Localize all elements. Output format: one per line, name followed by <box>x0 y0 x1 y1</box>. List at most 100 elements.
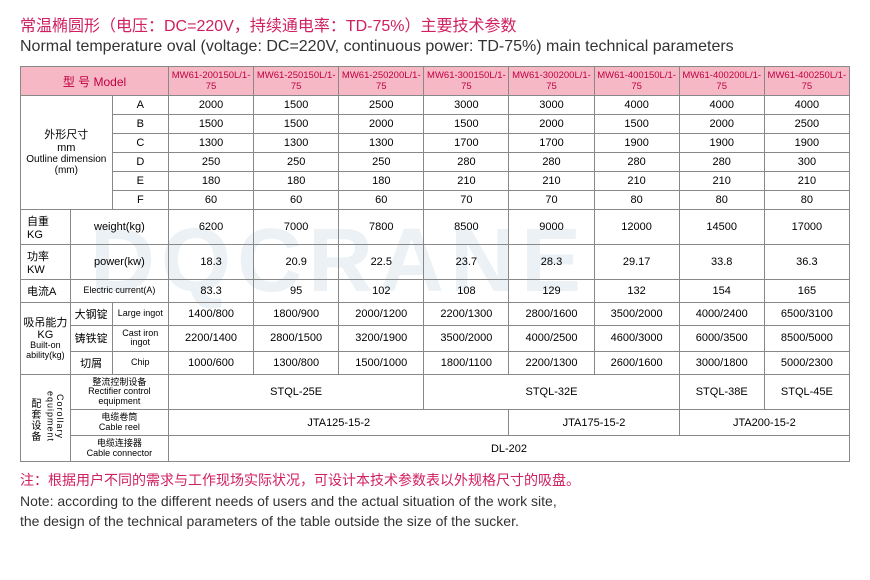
conn-label: 电缆连接器 Cable connector <box>70 436 168 462</box>
aux-cn: 配套设备 <box>27 398 42 442</box>
cell: 1300 <box>169 134 254 153</box>
cell: 1800/1100 <box>424 351 509 374</box>
ingot-cn: 大钢锭 <box>70 303 112 326</box>
cell: 1500/1000 <box>339 351 424 374</box>
cell: 3500/2000 <box>594 303 679 326</box>
dim-B: B <box>112 115 168 134</box>
ability-cn: 吸吊能力 <box>23 317 68 329</box>
rect-d: STQL-45E <box>764 374 849 409</box>
cell: 7000 <box>254 210 339 245</box>
cast-cn: 铸铁锭 <box>70 326 112 352</box>
rect-b: STQL-32E <box>424 374 679 409</box>
cast-en: Cast iron ingot <box>112 326 168 352</box>
cell: 250 <box>339 153 424 172</box>
cell: 2500 <box>764 115 849 134</box>
cell: 2000 <box>169 96 254 115</box>
cell: 6000/3500 <box>679 326 764 352</box>
cell: 2800/1500 <box>254 326 339 352</box>
cell: 2000 <box>339 115 424 134</box>
cell: 1300 <box>339 134 424 153</box>
cell: 95 <box>254 280 339 303</box>
cell: 3000/1800 <box>679 351 764 374</box>
cell: 28.3 <box>509 245 594 280</box>
cell: 180 <box>169 172 254 191</box>
dim-unit: mm <box>23 142 110 154</box>
cell: 9000 <box>509 210 594 245</box>
cell: 210 <box>594 172 679 191</box>
cell: 165 <box>764 280 849 303</box>
cell: 8500/5000 <box>764 326 849 352</box>
rect-label: 整流控制设备 Rectifier control equipment <box>70 374 168 409</box>
cell: 2000 <box>679 115 764 134</box>
cell: 2200/1300 <box>509 351 594 374</box>
dim-C: C <box>112 134 168 153</box>
cell: 1500 <box>424 115 509 134</box>
cell: 129 <box>509 280 594 303</box>
cell: 250 <box>254 153 339 172</box>
cell: 280 <box>509 153 594 172</box>
cell: 3500/2000 <box>424 326 509 352</box>
reel-c: JTA200-15-2 <box>679 410 849 436</box>
model-1: MW61-250150L/1-75 <box>254 67 339 96</box>
note-cn: 注：根据用户不同的需求与工作现场实际状况，可设计本技术参数表以外规格尺寸的吸盘。 <box>20 470 850 490</box>
rect-en: Rectifier control equipment <box>73 387 166 406</box>
cell: 7800 <box>339 210 424 245</box>
ingot-en: Large ingot <box>112 303 168 326</box>
cell: 300 <box>764 153 849 172</box>
cell: 1800/900 <box>254 303 339 326</box>
cell: 80 <box>679 191 764 210</box>
cell: 33.8 <box>679 245 764 280</box>
cell: 4600/3000 <box>594 326 679 352</box>
cell: 3000 <box>424 96 509 115</box>
cell: 280 <box>594 153 679 172</box>
cell: 70 <box>509 191 594 210</box>
aux-label: 配套设备 Corollary equipment <box>21 374 71 461</box>
cell: 4000 <box>764 96 849 115</box>
cell: 6500/3100 <box>764 303 849 326</box>
dim-D: D <box>112 153 168 172</box>
conn-en: Cable connector <box>73 449 166 458</box>
dim-F: F <box>112 191 168 210</box>
cell: 250 <box>169 153 254 172</box>
chip-en: Chip <box>112 351 168 374</box>
cell: 23.7 <box>424 245 509 280</box>
weight-en: weight(kg) <box>70 210 168 245</box>
dim-en: Outline dimension <box>23 154 110 165</box>
cell: 12000 <box>594 210 679 245</box>
cell: 2000/1200 <box>339 303 424 326</box>
cell: 17000 <box>764 210 849 245</box>
cell: 60 <box>169 191 254 210</box>
model-0: MW61-200150L/1-75 <box>169 67 254 96</box>
rect-c: STQL-38E <box>679 374 764 409</box>
dim-A: A <box>112 96 168 115</box>
cell: 1900 <box>594 134 679 153</box>
rect-a: STQL-25E <box>169 374 424 409</box>
cell: 8500 <box>424 210 509 245</box>
weight-cn: 自重 KG <box>21 210 71 245</box>
cell: 1500 <box>254 115 339 134</box>
cell: 2600/1600 <box>594 351 679 374</box>
model-4: MW61-300200L/1-75 <box>509 67 594 96</box>
reel-label: 电缆卷筒 Cable reel <box>70 410 168 436</box>
cell: 80 <box>764 191 849 210</box>
title-cn: 常温椭圆形（电压：DC=220V，持续通电率：TD-75%）主要技术参数 <box>20 12 850 36</box>
cell: 22.5 <box>339 245 424 280</box>
cell: 132 <box>594 280 679 303</box>
cell: 102 <box>339 280 424 303</box>
dim-E: E <box>112 172 168 191</box>
cell: 210 <box>509 172 594 191</box>
cell: 2200/1300 <box>424 303 509 326</box>
cell: 1700 <box>424 134 509 153</box>
cell: 210 <box>424 172 509 191</box>
cell: 3200/1900 <box>339 326 424 352</box>
cell: 1000/600 <box>169 351 254 374</box>
dim-cn: 外形尺寸 <box>23 129 110 141</box>
cell: 280 <box>679 153 764 172</box>
cell: 2800/1600 <box>509 303 594 326</box>
model-6: MW61-400200L/1-75 <box>679 67 764 96</box>
cell: 60 <box>339 191 424 210</box>
reel-b: JTA175-15-2 <box>509 410 679 436</box>
cell: 36.3 <box>764 245 849 280</box>
model-7: MW61-400250L/1-75 <box>764 67 849 96</box>
cell: 14500 <box>679 210 764 245</box>
